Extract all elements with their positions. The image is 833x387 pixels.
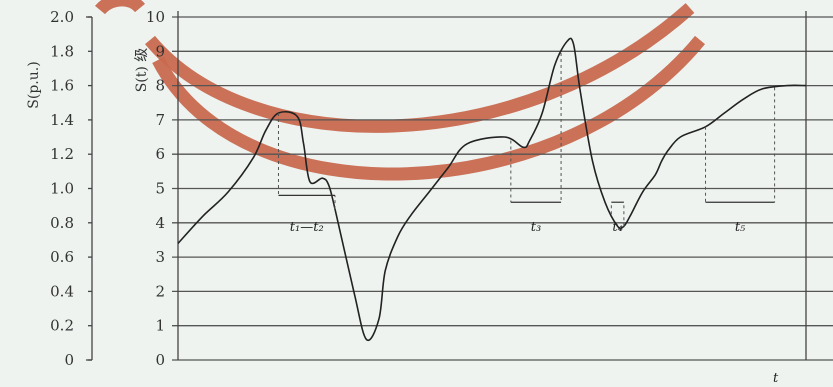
left-tick-label: 0 bbox=[64, 351, 74, 369]
series-path bbox=[177, 37, 807, 342]
plot-frame bbox=[86, 11, 807, 361]
right-tick-label: 4 bbox=[155, 214, 165, 232]
stamp-seal bbox=[95, 0, 706, 181]
left-tick-label: 1.6 bbox=[50, 77, 74, 95]
right-axis-title: S(t) 级 bbox=[134, 48, 150, 93]
right-tick-label: 9 bbox=[155, 42, 165, 60]
right-tick-label: 7 bbox=[155, 111, 165, 129]
interval-label: t₁—t₂ bbox=[290, 220, 324, 235]
left-axis-ticks: 0 0.2 0.4 0.6 0.8 1.0 1.2 1.4 1.6 1.8 2.0 bbox=[50, 8, 92, 369]
right-tick-label: 6 bbox=[155, 145, 165, 163]
interval-label: t₃ bbox=[531, 220, 541, 235]
left-tick-label: 0.4 bbox=[50, 282, 74, 300]
right-tick-label: 3 bbox=[155, 248, 165, 266]
left-axis-title: S(p.u.) bbox=[26, 61, 42, 108]
stamp-arc-fragment bbox=[95, 0, 145, 15]
left-tick-label: 0.6 bbox=[50, 248, 74, 266]
stamp-arc-outer bbox=[145, 3, 695, 133]
interval-label: t₅ bbox=[735, 220, 746, 235]
right-tick-label: 8 bbox=[155, 77, 165, 95]
left-tick-label: 1.2 bbox=[50, 145, 74, 163]
series-line bbox=[177, 37, 807, 342]
right-tick-label: 0 bbox=[155, 351, 165, 369]
left-tick-label: 2.0 bbox=[50, 8, 74, 26]
interval-label: t₄ bbox=[612, 220, 622, 235]
right-tick-label: 10 bbox=[146, 8, 165, 26]
right-axis-ticks: 0 1 2 3 4 5 6 7 8 9 10 bbox=[146, 8, 165, 369]
x-axis-label: t bbox=[773, 371, 779, 386]
right-tick-label: 1 bbox=[155, 317, 165, 335]
left-tick-label: 1.4 bbox=[50, 111, 74, 129]
grid-lines bbox=[172, 16, 833, 361]
interval-annotations: t₁—t₂ t₃ t₄ t₅ bbox=[277, 53, 776, 235]
right-tick-label: 2 bbox=[155, 282, 165, 300]
left-tick-label: 1.8 bbox=[50, 42, 74, 60]
left-tick-label: 1.0 bbox=[50, 180, 74, 198]
stamp-arc-inner bbox=[152, 35, 706, 181]
left-tick-label: 0.2 bbox=[50, 317, 74, 335]
left-tick-label: 0.8 bbox=[50, 214, 74, 232]
right-tick-label: 5 bbox=[155, 180, 165, 198]
